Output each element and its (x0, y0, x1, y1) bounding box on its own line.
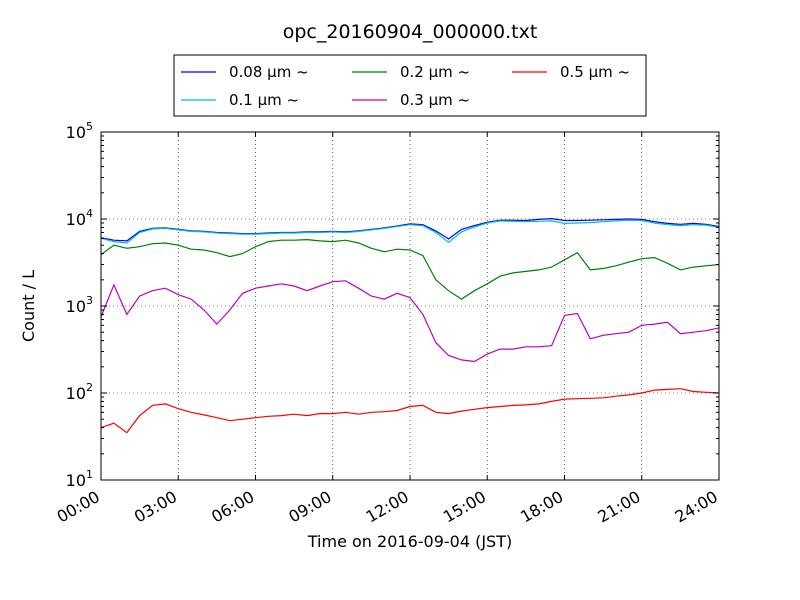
legend-label-0: 0.08 μm ~ (229, 63, 309, 81)
x-tick-label: 15:00 (440, 487, 489, 527)
y-tick-base: 10 (66, 471, 86, 490)
y-tick-exponent: 1 (86, 468, 93, 481)
y-tick-base: 10 (66, 384, 86, 403)
x-tick-label: 06:00 (208, 487, 257, 527)
y-tick-exponent: 4 (86, 207, 93, 220)
series-line-4 (101, 388, 719, 434)
x-tick-label: 12:00 (363, 487, 412, 527)
y-tick-label: 104 (66, 207, 93, 229)
y-tick-exponent: 2 (86, 381, 93, 394)
y-axis-label: Count / L (19, 270, 38, 342)
y-tick-exponent: 3 (86, 294, 93, 307)
y-tick-label: 105 (66, 120, 93, 142)
legend-box (173, 54, 647, 117)
series-line-1 (101, 219, 719, 244)
x-axis-label: Time on 2016-09-04 (JST) (307, 532, 512, 551)
legend-label-1: 0.1 μm ~ (229, 91, 299, 109)
x-tick-label: 24:00 (672, 487, 721, 527)
legend-label-2: 0.2 μm ~ (400, 63, 470, 81)
chart-title: opc_20160904_000000.txt (283, 21, 538, 43)
y-tick-base: 10 (66, 210, 86, 229)
series-line-3 (101, 280, 719, 363)
y-tick-label: 102 (66, 381, 93, 403)
x-tick-label: 21:00 (594, 487, 643, 527)
x-tick-label: 00:00 (54, 487, 103, 527)
legend-label-4: 0.5 μm ~ (560, 63, 630, 81)
series-line-2 (101, 238, 719, 300)
y-tick-base: 10 (66, 123, 86, 142)
x-tick-label: 18:00 (517, 487, 566, 527)
legend-label-3: 0.3 μm ~ (400, 91, 470, 109)
y-tick-label: 103 (66, 294, 93, 316)
y-tick-label: 101 (66, 468, 93, 490)
y-tick-exponent: 5 (86, 120, 93, 133)
x-tick-label: 03:00 (131, 487, 180, 527)
y-tick-base: 10 (66, 297, 86, 316)
x-tick-label: 09:00 (285, 487, 334, 527)
